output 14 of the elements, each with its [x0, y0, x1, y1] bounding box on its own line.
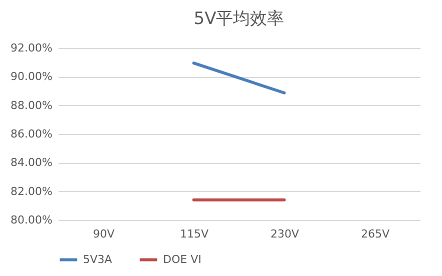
legend-label: DOE VI	[163, 252, 202, 266]
x-tick-label: 230V	[270, 228, 300, 240]
y-tick-label: 84.00%	[10, 156, 52, 170]
y-tick-label: 80.00%	[10, 214, 52, 226]
chart-title: 5V平均效率	[194, 9, 284, 29]
y-tick-label: 92.00%	[10, 42, 52, 54]
x-tick-label: 265V	[360, 228, 390, 240]
y-tick-label: 82.00%	[10, 184, 52, 198]
y-tick-label: 90.00%	[10, 70, 52, 84]
y-tick-label: 88.00%	[10, 98, 52, 112]
legend-label: 5V3A	[83, 252, 113, 266]
x-tick-label: 90V	[92, 228, 115, 240]
x-tick-label: 115V	[180, 228, 209, 240]
y-tick-label: 86.00%	[10, 128, 52, 140]
